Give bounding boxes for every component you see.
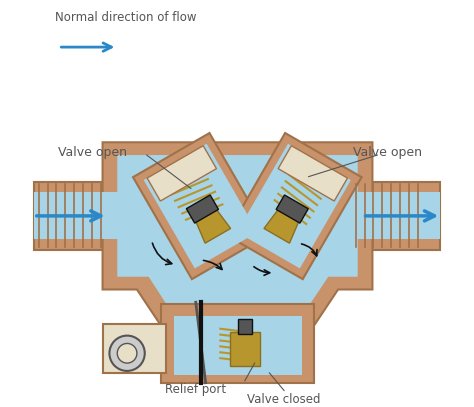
Polygon shape (102, 142, 373, 373)
Bar (34, 182, 117, 250)
Bar (353, 193, 440, 239)
Circle shape (117, 344, 137, 363)
Bar (230, 332, 260, 366)
Polygon shape (276, 195, 308, 223)
Bar (353, 182, 440, 250)
Polygon shape (144, 144, 258, 269)
Polygon shape (237, 144, 351, 269)
Bar (102, 324, 166, 373)
Polygon shape (226, 133, 362, 279)
Polygon shape (133, 133, 268, 279)
Bar (88, 193, 122, 239)
Polygon shape (264, 209, 299, 243)
Polygon shape (147, 146, 217, 201)
Bar (34, 193, 117, 239)
Text: Relief port: Relief port (165, 383, 227, 396)
Bar (338, 193, 363, 239)
Polygon shape (195, 209, 231, 243)
Text: Valve open: Valve open (353, 146, 422, 159)
Bar (238, 319, 252, 334)
Polygon shape (117, 155, 358, 361)
Text: Valve closed: Valve closed (247, 392, 321, 405)
Bar (174, 316, 302, 375)
Polygon shape (186, 195, 219, 223)
Circle shape (109, 336, 145, 371)
Bar (162, 304, 313, 383)
Text: Valve open: Valve open (58, 146, 128, 159)
Polygon shape (278, 146, 347, 201)
Text: Normal direction of flow: Normal direction of flow (55, 11, 197, 24)
